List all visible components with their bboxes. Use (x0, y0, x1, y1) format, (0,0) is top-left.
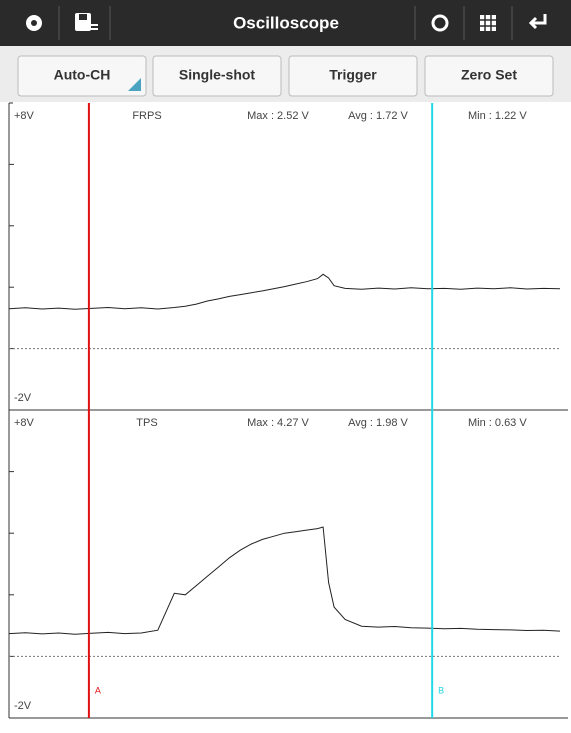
stat-label: Max : 2.52 V (247, 110, 309, 122)
button[interactable]: Single-shot (152, 55, 282, 97)
app-title: Oscilloscope (233, 13, 339, 32)
button-label: Zero Set (461, 67, 517, 83)
save-icon[interactable] (75, 13, 98, 31)
y-tick-label: +8V (14, 417, 35, 429)
button[interactable]: Auto-CH (17, 55, 147, 97)
cursor-label: A (95, 685, 101, 695)
button-label: Trigger (329, 67, 377, 83)
dropdown-indicator (128, 78, 141, 91)
button[interactable]: Zero Set (424, 55, 554, 97)
toolbar (0, 0, 571, 46)
stat-label: Max : 4.27 V (247, 417, 309, 429)
back-icon[interactable] (528, 14, 547, 30)
refresh-icon[interactable] (431, 14, 449, 32)
trace (8, 526, 561, 635)
button[interactable]: Trigger (288, 55, 418, 97)
cursor-label: B (438, 685, 444, 695)
grid-icon[interactable] (480, 15, 496, 31)
stat-label: Avg : 1.98 V (348, 417, 408, 429)
y-tick-label: -2V (14, 700, 32, 712)
stat-label: Min : 1.22 V (468, 110, 527, 122)
button-bg (17, 55, 147, 97)
settings-icon[interactable] (26, 15, 42, 31)
button-label: Single-shot (179, 67, 256, 83)
stat-label: Min : 0.63 V (468, 417, 527, 429)
button-bg (288, 55, 418, 97)
y-tick-label: -2V (14, 392, 32, 404)
trace (8, 273, 561, 310)
button-label: Auto-CH (54, 67, 111, 83)
separators (58, 6, 513, 40)
button-bg (424, 55, 554, 97)
stat-label: Avg : 1.72 V (348, 110, 408, 122)
y-tick-label: +8V (14, 110, 35, 122)
button-bg (152, 55, 282, 97)
channel-name: TPS (136, 417, 157, 429)
channel-name: FRPS (132, 110, 161, 122)
